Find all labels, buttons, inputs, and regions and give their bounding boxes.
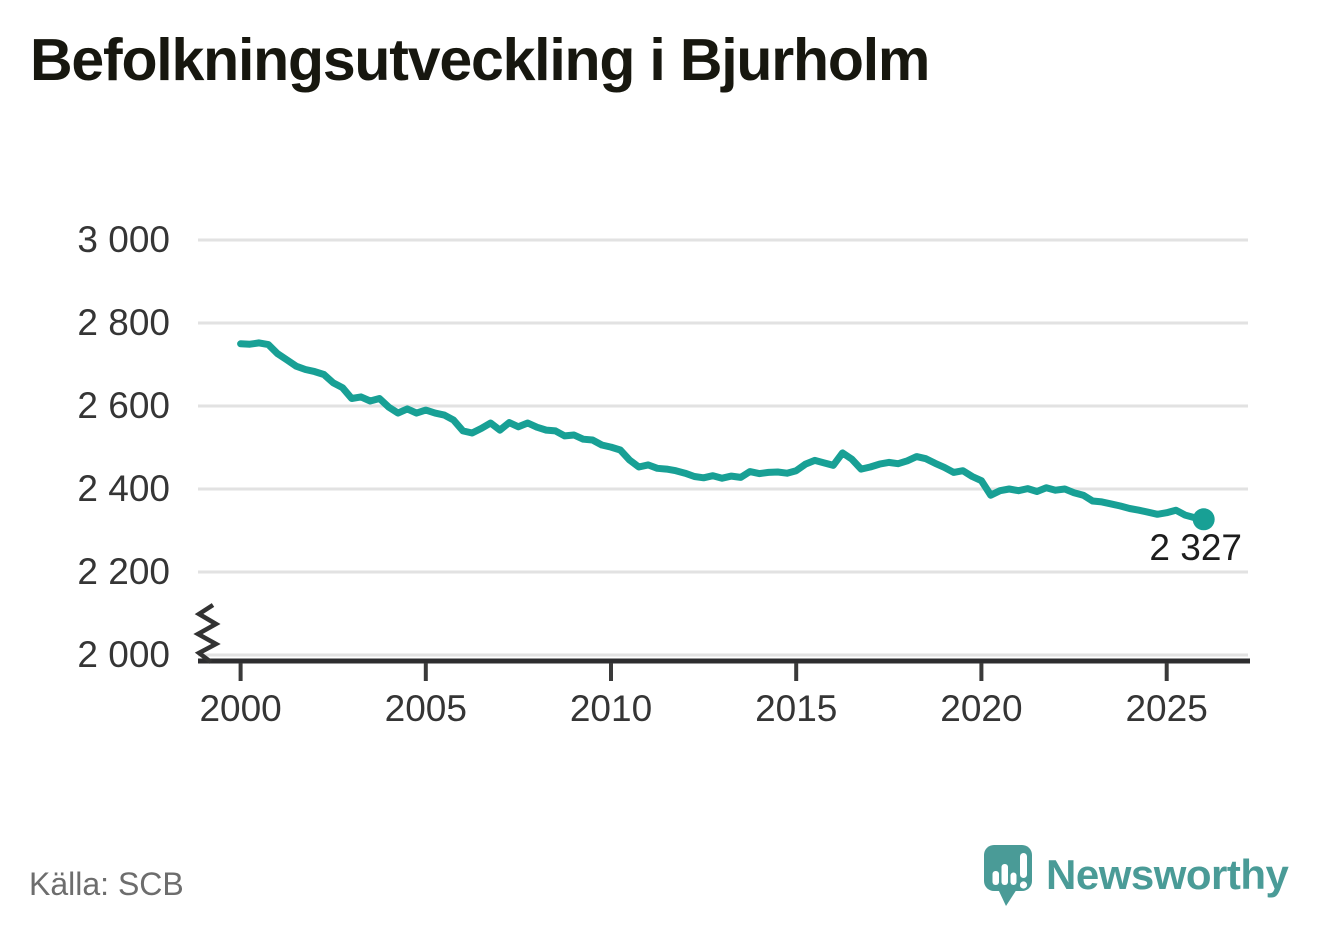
source-caption: Källa: SCB (29, 866, 184, 902)
page-title: Befolkningsutveckling i Bjurholm (30, 27, 930, 93)
newsworthy-bubble-chart-icon (984, 845, 1032, 906)
population-line (237, 339, 1208, 523)
newsworthy-logo: Newsworthy (984, 845, 1304, 915)
last-point-marker (1192, 508, 1215, 531)
newsworthy-logo-text: Newsworthy (1046, 851, 1289, 898)
axis-break-icon (193, 603, 221, 664)
last-value-label: 2 327 (1149, 527, 1242, 568)
